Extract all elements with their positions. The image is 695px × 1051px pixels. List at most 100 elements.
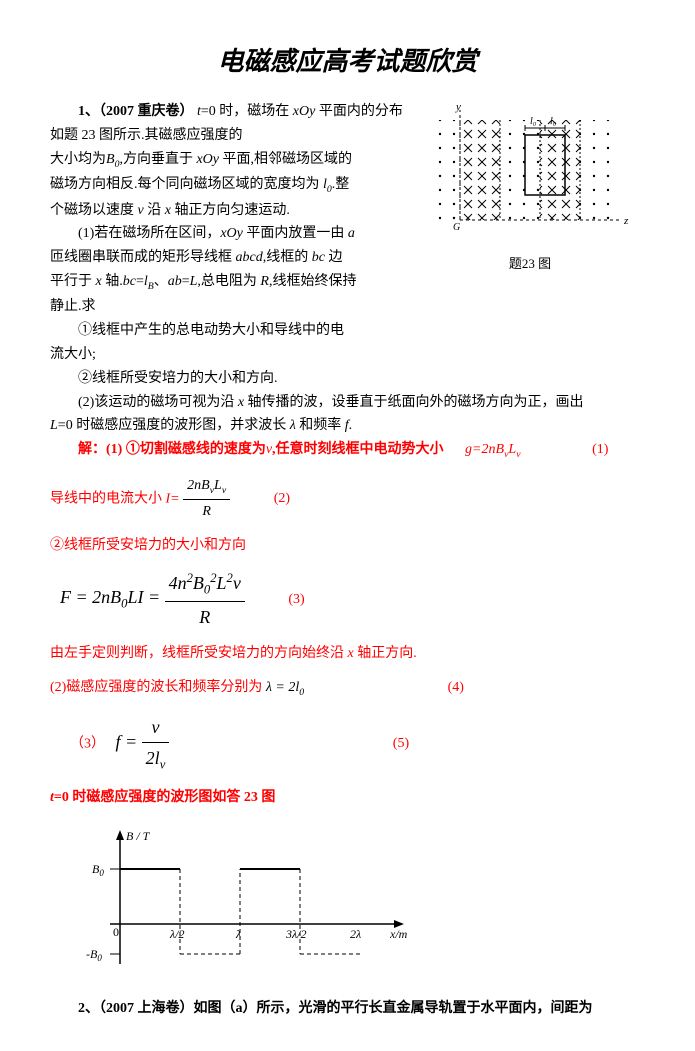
eq2lab: (2)	[274, 487, 290, 511]
eq2L: L	[214, 478, 222, 493]
eq5n: v	[142, 712, 170, 744]
svg-text:l₀: l₀	[550, 116, 557, 127]
para-1: 1、（2007 重庆卷） t=0 时，磁场在 xOy 平面内的分布如题 23 图…	[50, 100, 405, 148]
p1l3a: 磁场方向相反.每个同向磁场区域的宽度均为	[50, 177, 323, 192]
eq1B: B	[496, 442, 505, 457]
p1l2a: 大小均为	[50, 152, 106, 167]
para-3a: ①线框中产生的总电动势大小和导线中的电	[50, 319, 405, 343]
eq2d: R	[183, 500, 230, 524]
eq4lab: (4)	[448, 676, 464, 700]
eq5lab: (5)	[393, 732, 409, 756]
para-1c: 磁场方向相反.每个同向磁场区域的宽度均为 l0.整	[50, 173, 405, 198]
B0: B	[106, 152, 115, 167]
ans4a: 由左手定则判断，线框所受安培力的方向始终沿	[50, 646, 348, 661]
bc: bc	[312, 250, 325, 265]
fig1-x: z	[623, 215, 629, 227]
eq3nA: 4n	[169, 573, 187, 593]
ans6b: =0 时磁感应强度的波形图如答 23 图	[54, 790, 275, 805]
q2: 2、（2007 上海卷）如图（a）所示，光滑的平行长直金属导轨置于水平面内，间距…	[50, 997, 645, 1021]
para-1d: 个磁场以速度 v 沿 x 轴正方向匀速运动.	[50, 199, 405, 223]
q2-lead: 2、（2007 上海卷）如图（a）所示，光滑的平行长直金属导轨置于水平面内，间距…	[78, 1001, 593, 1016]
p1l4c: 轴正方向匀速运动.	[171, 203, 290, 218]
doc-title: 电磁感应高考试题欣赏	[50, 40, 645, 84]
ans-4: 由左手定则判断，线框所受安培力的方向始终沿 x 轴正方向.	[50, 642, 645, 666]
svg-text:G: G	[453, 222, 460, 233]
p2l3f: ,总电阻为	[197, 274, 260, 289]
fig1-caption: 题23 图	[415, 253, 645, 275]
eq3nv: v	[233, 573, 241, 593]
svg-text:-B0: -B0	[86, 947, 102, 963]
eq3d: R	[165, 602, 245, 633]
p4l1a: (2)该运动的磁场可视为沿	[78, 395, 238, 410]
abcd: abcd	[236, 250, 263, 265]
para-3c: ②线框所受安培力的大小和方向.	[50, 367, 645, 391]
para-1b: 大小均为B0,方向垂直于 xOy 平面,相邻磁场区域的	[50, 148, 405, 173]
para-3b: 流大小;	[50, 343, 405, 367]
p4l1b: 轴传播的波，设垂直于纸面向外的磁场方向为正，画出	[244, 395, 584, 410]
eq5f: f	[116, 731, 121, 751]
eq1num: (1)	[564, 438, 608, 462]
figure-23: y z l₀ l₀ G 题23 图	[415, 100, 645, 275]
q1-lead: 1、（2007 重庆卷）	[78, 104, 194, 119]
p2l1b: 平面内放置一由	[243, 226, 348, 241]
xoy2: xOy	[196, 152, 219, 167]
p2l2a: 匝线圈串联而成的矩形导线框	[50, 250, 236, 265]
p2l3a: 平行于	[50, 274, 96, 289]
ab: ab	[168, 274, 182, 289]
p1l3b: .整	[332, 177, 350, 192]
eq4: λ = 2l	[266, 680, 299, 695]
ans-5: (2)磁感应强度的波长和频率分别为 λ = 2l0 (4)	[50, 676, 645, 701]
eq1n: n	[489, 442, 496, 457]
t0a: =0 时，磁场在	[201, 104, 293, 119]
p2l3b: 轴.	[102, 274, 123, 289]
svg-text:0: 0	[113, 925, 119, 939]
svg-text:λ: λ	[235, 927, 241, 941]
eq5pre: （3）	[70, 736, 105, 751]
ans5t: (2)磁感应强度的波长和频率分别为	[50, 680, 266, 695]
eq3lab: (3)	[288, 588, 304, 612]
svg-text:l₀: l₀	[530, 116, 537, 127]
para-4a: (2)该运动的磁场可视为沿 x 轴传播的波，设垂直于纸面向外的磁场方向为正，画出	[50, 391, 645, 415]
p1l2c: 平面,相邻磁场区域的	[219, 152, 352, 167]
eq5: （3） f = v 2lv (5)	[70, 712, 645, 777]
ans1b: ,任意时刻线框中电动势大小	[272, 442, 444, 457]
svg-text:2λ: 2λ	[350, 927, 361, 941]
ans-6: t=0 时磁感应强度的波形图如答 23 图	[50, 786, 645, 810]
ans-3: ②线框所受安培力的大小和方向	[50, 534, 645, 558]
eq3a: = 2nB	[71, 587, 121, 607]
p4l2d: .	[349, 418, 353, 433]
eq3nB: B	[193, 573, 204, 593]
eq3F: F	[60, 587, 71, 607]
p2xoy: xOy	[220, 226, 243, 241]
para-2c: 平行于 x 轴.bc=lB、ab=L,总电阻为 R,线框始终保持	[50, 270, 405, 295]
ans4b: 轴正方向.	[354, 646, 417, 661]
ans-2: 导线中的电流大小 I= 2nBvLv R (2)	[50, 474, 645, 524]
p4l2c: 和频率	[296, 418, 345, 433]
para-4b: L=0 时磁感应强度的波形图，并求波长 λ 和频率 f.	[50, 414, 645, 438]
figure-ans23: B / T x/m 0 B0 -B0 λ/2 λ 3λ/2 2λ	[80, 824, 645, 983]
p4L: L	[50, 418, 58, 433]
p2l3e: =	[182, 274, 190, 289]
eq2n: 2nB	[187, 478, 210, 493]
p1l2b: ,方向垂直于	[119, 152, 196, 167]
para-2a: (1)若在磁场所在区间，xOy 平面内放置一由 a	[50, 222, 405, 246]
R: R	[260, 274, 269, 289]
ans1a: 解：(1) ①切割磁感线的速度为	[78, 442, 266, 457]
fig2-ylabel: B / T	[126, 829, 151, 843]
fig1-y: y	[455, 101, 461, 113]
xoy1: xOy	[293, 104, 316, 119]
svg-text:3λ/2: 3λ/2	[285, 927, 307, 941]
p2l3g: ,线框始终保持	[269, 274, 357, 289]
bc2: bc	[123, 274, 136, 289]
p4l2b: =0 时磁感应强度的波形图，并求波长	[58, 418, 290, 433]
eq1l: g=2	[465, 442, 488, 457]
svg-text:λ/2: λ/2	[169, 927, 185, 941]
para-2d: 静止.求	[50, 295, 405, 319]
p2l2c: 边	[325, 250, 343, 265]
p2l1a: (1)若在磁场所在区间，	[78, 226, 220, 241]
p2a: a	[348, 226, 355, 241]
fig2-xlabel: x/m	[389, 927, 408, 941]
ans2t: 导线中的电流大小	[50, 491, 166, 506]
para-2b: 匝线圈串联而成的矩形导线框 abcd,线框的 bc 边	[50, 246, 405, 270]
svg-text:B0: B0	[92, 862, 104, 878]
